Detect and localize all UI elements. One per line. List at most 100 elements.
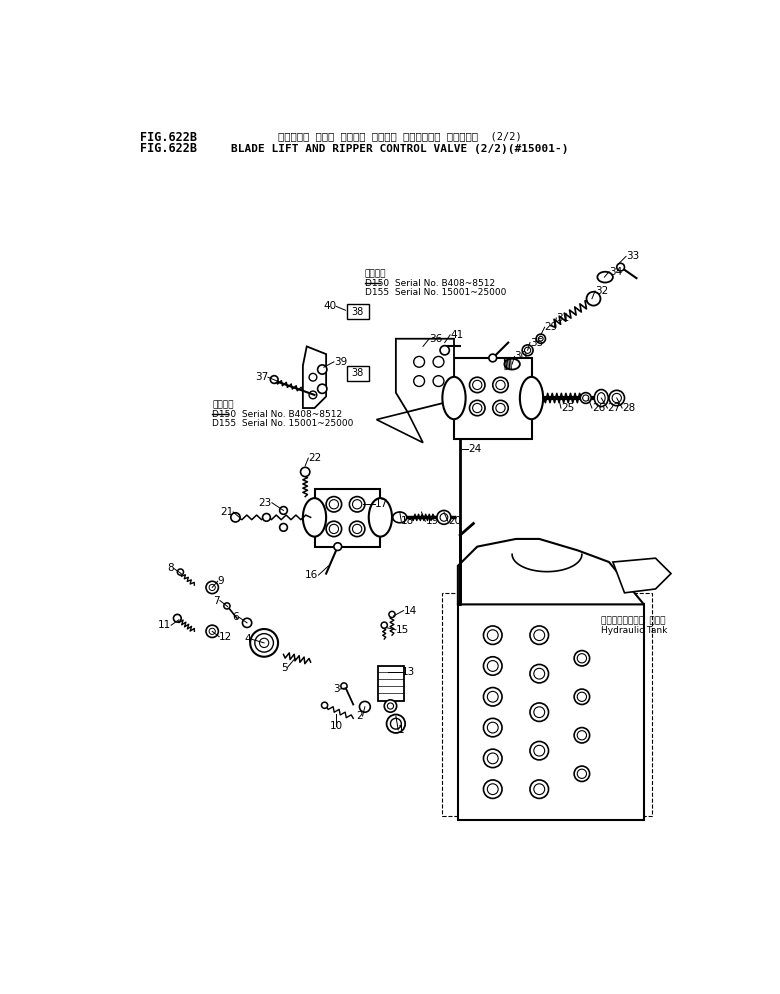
Text: 5: 5 — [281, 663, 287, 673]
Circle shape — [385, 700, 397, 712]
Text: 38: 38 — [352, 369, 364, 379]
Text: FIG.622B: FIG.622B — [140, 142, 197, 155]
Circle shape — [263, 514, 271, 521]
Text: D155  Serial No. 15001~25000: D155 Serial No. 15001~25000 — [365, 288, 506, 297]
Circle shape — [437, 511, 451, 524]
Text: 37: 37 — [255, 372, 268, 383]
Circle shape — [574, 766, 590, 781]
Circle shape — [279, 507, 287, 514]
Text: 3: 3 — [334, 684, 340, 694]
Text: 20: 20 — [448, 516, 461, 526]
Text: 32: 32 — [595, 286, 608, 296]
Circle shape — [530, 703, 548, 722]
Circle shape — [574, 689, 590, 705]
Text: 30: 30 — [515, 352, 527, 362]
Text: 22: 22 — [308, 453, 321, 463]
Text: 7: 7 — [213, 595, 220, 605]
Text: 28: 28 — [622, 403, 636, 414]
Bar — [347, 366, 369, 381]
Text: 35: 35 — [530, 338, 543, 348]
Text: 33: 33 — [626, 251, 640, 261]
Polygon shape — [378, 666, 403, 701]
Text: 10: 10 — [330, 721, 342, 731]
Circle shape — [349, 521, 365, 537]
Circle shape — [484, 719, 502, 737]
Text: 2: 2 — [356, 711, 363, 721]
Circle shape — [489, 354, 497, 362]
Circle shape — [580, 393, 591, 404]
Circle shape — [224, 602, 230, 609]
Circle shape — [279, 524, 287, 531]
Circle shape — [231, 513, 240, 522]
Polygon shape — [454, 358, 531, 438]
Text: 36: 36 — [429, 334, 442, 344]
Bar — [442, 592, 651, 816]
Circle shape — [177, 569, 183, 576]
Circle shape — [389, 611, 395, 617]
Text: 適用年式: 適用年式 — [212, 401, 234, 410]
Text: D150  Serial No. B408~8512: D150 Serial No. B408~8512 — [365, 278, 495, 287]
Circle shape — [484, 626, 502, 644]
Circle shape — [413, 376, 424, 387]
Text: 4: 4 — [244, 634, 251, 644]
Circle shape — [326, 521, 342, 537]
Circle shape — [173, 614, 181, 622]
Text: 15: 15 — [396, 625, 410, 635]
Circle shape — [530, 742, 548, 760]
Circle shape — [433, 357, 444, 367]
Text: 25: 25 — [561, 403, 574, 414]
Ellipse shape — [393, 512, 406, 523]
Circle shape — [243, 618, 252, 627]
Circle shape — [341, 683, 347, 689]
Text: 18: 18 — [401, 516, 414, 526]
Circle shape — [493, 401, 509, 415]
Circle shape — [493, 378, 509, 393]
Circle shape — [587, 292, 601, 305]
Circle shape — [470, 378, 485, 393]
Ellipse shape — [505, 359, 520, 370]
Circle shape — [536, 334, 545, 343]
Circle shape — [360, 702, 370, 712]
Text: 19: 19 — [425, 516, 438, 526]
Polygon shape — [396, 339, 454, 412]
Circle shape — [617, 263, 625, 271]
Circle shape — [250, 629, 278, 657]
Circle shape — [609, 391, 625, 406]
Circle shape — [484, 657, 502, 675]
Text: 12: 12 — [219, 632, 232, 642]
Text: BLADE LIFT AND RIPPER CONTROL VALVE (2/2)(#15001-): BLADE LIFT AND RIPPER CONTROL VALVE (2/2… — [231, 144, 569, 154]
Circle shape — [574, 651, 590, 666]
Circle shape — [530, 664, 548, 683]
Bar — [347, 304, 369, 319]
Circle shape — [317, 365, 327, 374]
Circle shape — [440, 346, 449, 355]
Text: D150  Serial No. B408~8512: D150 Serial No. B408~8512 — [212, 410, 342, 418]
Circle shape — [530, 626, 548, 644]
Circle shape — [206, 581, 218, 593]
Circle shape — [484, 749, 502, 767]
Text: 17: 17 — [375, 499, 388, 509]
Circle shape — [413, 357, 424, 367]
Text: 27: 27 — [608, 403, 621, 414]
Circle shape — [574, 728, 590, 743]
Circle shape — [334, 543, 342, 551]
Circle shape — [317, 384, 327, 394]
Circle shape — [484, 780, 502, 798]
Polygon shape — [377, 412, 423, 442]
Bar — [458, 604, 644, 820]
Circle shape — [484, 688, 502, 706]
Text: 8: 8 — [167, 564, 173, 574]
Text: バイドロリック タンク: バイドロリック タンク — [601, 616, 666, 625]
Ellipse shape — [597, 271, 613, 282]
Ellipse shape — [442, 377, 466, 419]
Text: 9: 9 — [218, 577, 225, 586]
Circle shape — [326, 497, 342, 512]
Text: 34: 34 — [609, 266, 622, 276]
Text: 24: 24 — [468, 444, 481, 454]
Circle shape — [530, 780, 548, 798]
Text: 31: 31 — [556, 313, 569, 323]
Text: 29: 29 — [544, 322, 558, 332]
Polygon shape — [314, 489, 381, 547]
Text: 14: 14 — [403, 605, 417, 615]
Circle shape — [271, 376, 278, 384]
